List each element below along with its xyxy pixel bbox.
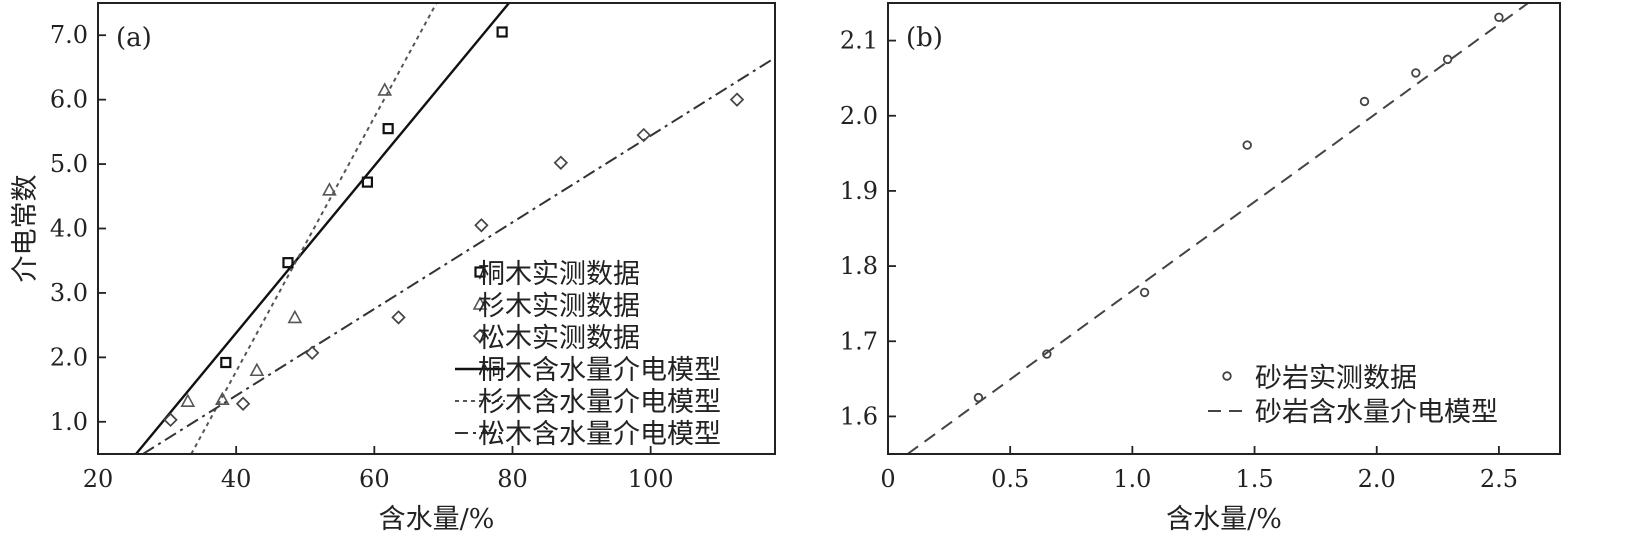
y-axis-title: 介电常数: [10, 175, 41, 283]
data-point-0-1-3: [287, 309, 303, 324]
series-line-1-1: [906, 3, 1529, 454]
x-tick-label: 1.5: [1235, 465, 1273, 493]
data-point-1-0-7: [1494, 12, 1504, 22]
data-point-0-2-7: [729, 92, 745, 107]
data-point-1-0-5: [1411, 68, 1421, 78]
data-point-0-0-4: [496, 26, 508, 38]
data-point-0-2-3: [391, 310, 406, 325]
panel-label: (b): [906, 23, 943, 53]
series-line-0-4: [190, 3, 438, 454]
data-point-1-0-2: [1139, 287, 1150, 298]
data-point-0-1-2: [249, 362, 265, 377]
y-tick-label: 6.0: [50, 86, 88, 114]
legend-entry: 砂岩含水量介电模型: [1255, 397, 1498, 428]
series-line-0-5: [142, 56, 775, 454]
x-tick-label: 100: [628, 465, 674, 493]
legend-entry: 杉木实测数据: [478, 291, 640, 322]
y-tick-label: 1.0: [50, 408, 88, 436]
y-tick-label: 4.0: [50, 215, 88, 243]
series-line-0-3: [135, 3, 510, 454]
legend-entry: 桐木实测数据: [478, 259, 640, 290]
x-tick-label: 2.5: [1480, 465, 1518, 493]
data-point-1-0-0: [973, 392, 984, 403]
y-tick-label: 3.0: [50, 279, 88, 307]
data-point-0-2-5: [553, 155, 569, 170]
data-point-0-1-1: [214, 391, 230, 406]
panel-label: (a): [116, 23, 152, 53]
data-point-0-1-5: [377, 82, 393, 96]
legend-marker-0-0: [474, 266, 486, 278]
data-point-0-0-3: [382, 123, 394, 135]
x-tick-label: 2.0: [1358, 465, 1396, 493]
y-tick-label: 1.8: [840, 252, 878, 280]
x-tick-label: 0: [880, 465, 895, 493]
x-axis-title: 含水量/%: [1166, 504, 1282, 535]
legend-entry: 砂岩实测数据: [1255, 363, 1417, 394]
x-axis-title: 含水量/%: [379, 504, 495, 535]
legend-marker-0-1: [472, 296, 488, 310]
data-point-0-1-0: [180, 393, 196, 407]
data-point-0-1-4: [322, 182, 337, 196]
y-tick-label: 1.9: [840, 177, 878, 205]
x-tick-label: 40: [221, 465, 252, 493]
data-point-1-0-6: [1442, 54, 1453, 65]
data-point-0-2-2: [304, 345, 320, 361]
legend-entry: 桐木含水量介电模型: [478, 355, 721, 386]
legend-entry: 松木实测数据: [478, 323, 640, 354]
data-point-0-2-0: [163, 412, 178, 428]
x-tick-label: 0.5: [991, 465, 1029, 493]
data-point-1-0-1: [1042, 349, 1052, 359]
legend-entry: 松木含水量介电模型: [478, 419, 721, 450]
y-tick-label: 2.0: [840, 102, 878, 130]
data-point-0-0-0: [220, 356, 232, 369]
y-tick-label: 2.0: [50, 343, 88, 371]
x-tick-label: 60: [359, 465, 390, 493]
data-point-1-0-4: [1359, 96, 1370, 107]
y-tick-label: 7.0: [50, 21, 88, 49]
data-point-0-2-4: [474, 218, 489, 233]
x-tick-label: 20: [83, 465, 114, 493]
plot-frame-1: [887, 2, 1561, 455]
x-tick-label: 1.0: [1113, 465, 1151, 493]
y-tick-label: 2.1: [840, 27, 878, 55]
data-point-0-2-1: [235, 396, 251, 411]
data-point-0-2-6: [636, 127, 651, 143]
legend-entry: 杉木含水量介电模型: [478, 387, 721, 418]
data-point-1-0-3: [1242, 140, 1252, 150]
legend-marker-1-0: [1222, 371, 1232, 381]
data-point-0-0-2: [361, 176, 374, 188]
y-tick-label: 5.0: [50, 150, 88, 178]
data-point-0-0-1: [282, 257, 294, 269]
y-tick-label: 1.6: [840, 402, 878, 430]
legend-marker-0-2: [472, 328, 488, 344]
y-tick-label: 1.7: [840, 327, 878, 355]
x-tick-label: 80: [497, 465, 528, 493]
